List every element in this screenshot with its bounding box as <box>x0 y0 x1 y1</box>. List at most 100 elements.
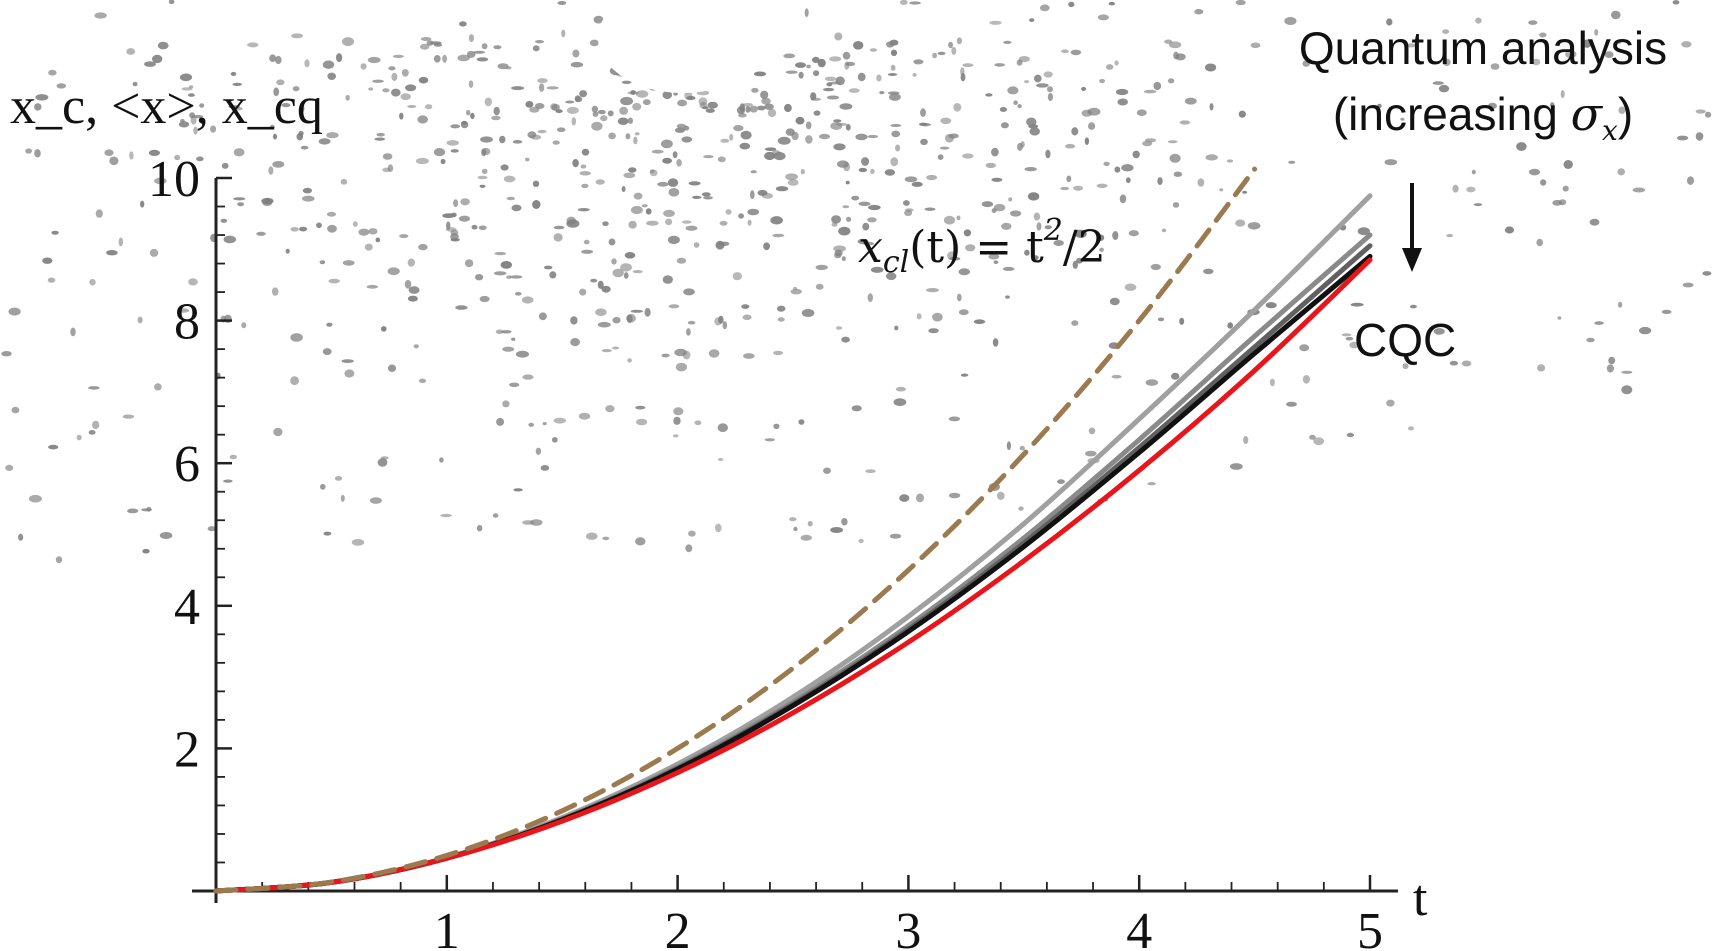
background-speckle <box>1081 86 1087 91</box>
background-speckle <box>271 287 279 296</box>
background-speckle <box>636 418 648 426</box>
background-speckle <box>1400 117 1405 121</box>
y-tick-label: 4 <box>174 579 200 636</box>
background-speckle <box>577 208 590 212</box>
background-speckle <box>590 278 598 283</box>
background-speckle <box>1550 102 1555 107</box>
background-speckle <box>784 103 792 113</box>
background-speckle <box>1142 140 1153 147</box>
background-speckle <box>233 148 245 157</box>
series-line-quantum-1 <box>213 193 1373 894</box>
background-speckle <box>1309 434 1316 440</box>
background-speckle <box>932 52 937 59</box>
background-speckle <box>1108 1 1116 6</box>
background-speckle <box>887 73 898 76</box>
background-speckle <box>1027 192 1040 201</box>
background-speckle <box>372 79 384 83</box>
background-speckle <box>692 195 702 199</box>
background-speckle <box>149 248 159 257</box>
background-speckle <box>159 532 173 539</box>
background-speckle <box>1562 185 1569 192</box>
y-tick-label: 2 <box>174 721 200 778</box>
background-speckle <box>140 200 145 208</box>
quantum-label-close: ) <box>1618 88 1633 140</box>
background-speckle <box>600 115 608 122</box>
background-speckle <box>626 313 636 323</box>
background-speckle <box>552 140 560 145</box>
background-speckle <box>890 124 902 127</box>
background-speckle <box>751 87 759 93</box>
background-speckle <box>476 525 483 532</box>
background-speckle <box>405 84 417 92</box>
background-speckle <box>742 103 753 107</box>
background-speckle <box>1558 199 1567 206</box>
background-speckle <box>530 134 542 140</box>
background-speckle <box>55 556 63 564</box>
background-speckle <box>495 329 504 335</box>
background-speckle <box>35 94 49 101</box>
background-speckle <box>833 119 842 123</box>
background-speckle <box>551 437 558 443</box>
background-speckle <box>627 117 634 124</box>
background-speckle <box>798 71 804 79</box>
background-speckle <box>1019 445 1025 451</box>
background-speckle <box>388 66 396 71</box>
background-speckle <box>336 53 343 63</box>
background-speckle <box>905 208 914 212</box>
background-speckle <box>717 156 726 163</box>
background-speckle <box>1661 309 1672 314</box>
background-speckle <box>382 153 393 160</box>
background-speckle <box>991 177 1003 182</box>
background-speckle <box>230 71 237 76</box>
background-speckle <box>911 181 923 187</box>
background-speckle <box>1047 92 1053 102</box>
background-speckle <box>795 116 805 125</box>
background-speckle <box>367 56 381 64</box>
background-speckle <box>223 479 233 483</box>
background-speckle <box>1072 260 1079 269</box>
background-speckle <box>364 243 373 251</box>
background-speckle <box>70 327 76 337</box>
background-speckle <box>1537 364 1546 372</box>
background-speckle <box>471 224 478 230</box>
background-speckle <box>549 271 557 279</box>
background-speckle <box>420 37 432 41</box>
background-speckle <box>661 353 670 358</box>
background-speckle <box>1036 222 1042 231</box>
background-speckle <box>1288 160 1296 164</box>
background-speckle <box>593 15 604 24</box>
background-speckle <box>773 350 784 356</box>
background-speckle <box>926 174 938 181</box>
background-speckle <box>1150 263 1161 271</box>
background-speckle <box>795 62 806 68</box>
background-speckle <box>736 106 746 115</box>
background-speckle <box>1408 426 1414 431</box>
background-speckle <box>1132 150 1140 159</box>
background-speckle <box>269 124 275 130</box>
background-speckle <box>1235 219 1246 227</box>
background-speckle <box>632 270 643 274</box>
background-speckle <box>764 438 775 442</box>
background-speckle <box>817 58 826 68</box>
background-speckle <box>681 220 692 224</box>
x-tick-label: 4 <box>1126 903 1152 951</box>
background-speckle <box>345 94 350 101</box>
background-speckle <box>665 218 673 226</box>
background-speckle <box>855 133 868 141</box>
background-speckle <box>269 54 276 62</box>
background-speckle <box>392 54 404 59</box>
background-speckle <box>597 321 611 328</box>
background-speckle <box>328 278 340 284</box>
background-speckle <box>597 280 604 289</box>
y-tick-label: 6 <box>174 436 200 493</box>
background-speckle <box>1617 168 1625 176</box>
background-speckle <box>742 314 752 321</box>
background-speckle <box>642 99 651 106</box>
background-speckle <box>502 346 515 352</box>
background-speckle <box>641 204 648 208</box>
background-speckle <box>994 63 1005 67</box>
background-speckle <box>480 136 493 143</box>
background-speckle <box>481 148 487 157</box>
background-speckle <box>835 326 843 330</box>
background-speckle <box>999 107 1008 112</box>
